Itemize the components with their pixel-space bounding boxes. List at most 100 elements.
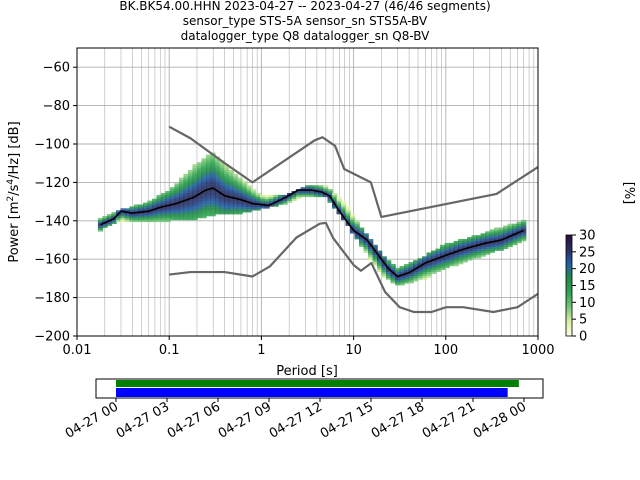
- density-cell: [219, 168, 225, 171]
- density-cell: [467, 256, 473, 259]
- density-cell: [449, 256, 455, 259]
- density-cell: [327, 198, 333, 201]
- density-cell: [444, 262, 450, 265]
- y-tick-label: −200: [34, 330, 70, 345]
- density-cell: [377, 269, 383, 272]
- density-cell: [503, 239, 509, 242]
- density-cell: [318, 189, 324, 192]
- density-cell: [458, 246, 464, 249]
- density-cell: [480, 233, 486, 236]
- density-cell: [214, 212, 221, 215]
- density-cell: [151, 212, 158, 215]
- density-cell: [174, 183, 180, 186]
- density-cell: [174, 216, 180, 219]
- density-cell: [192, 179, 198, 182]
- density-cell: [129, 217, 135, 221]
- density-cell: [336, 198, 342, 201]
- density-cell: [142, 212, 149, 215]
- density-cell: [165, 200, 171, 203]
- density-cell: [422, 260, 428, 263]
- density-cell: [160, 210, 167, 213]
- density-cell: [363, 244, 369, 248]
- density-cell: [187, 192, 194, 196]
- density-cell: [363, 250, 369, 253]
- density-cell: [210, 173, 216, 176]
- density-cell: [422, 275, 428, 278]
- density-cell: [192, 189, 198, 192]
- density-cell: [413, 260, 419, 263]
- density-cell: [399, 269, 405, 272]
- density-cell: [250, 206, 257, 209]
- chart-subtitle-sensor: sensor_type STS-5A sensor_sn STS5A-BV: [183, 14, 428, 28]
- density-cell: [377, 265, 383, 269]
- density-cell: [219, 187, 225, 190]
- density-cell: [512, 239, 518, 242]
- density-cell: [255, 208, 261, 211]
- x-axis-label: Period [s]: [276, 364, 338, 379]
- density-cell: [332, 196, 338, 200]
- density-cell: [183, 206, 189, 209]
- density-cell: [250, 208, 257, 211]
- density-cell: [228, 208, 234, 211]
- density-cell: [187, 202, 194, 205]
- density-cell: [192, 192, 198, 196]
- density-cell: [210, 200, 216, 203]
- density-cell: [187, 212, 194, 215]
- density-cell: [521, 237, 527, 240]
- density-cell: [255, 194, 261, 198]
- density-cell: [480, 235, 486, 238]
- density-cell: [205, 160, 212, 163]
- colorbar-tick-label: 20: [579, 262, 596, 277]
- density-cell: [196, 183, 203, 186]
- density-cell: [210, 169, 216, 173]
- density-cell: [228, 189, 234, 192]
- density-cell: [323, 185, 329, 188]
- density-cell: [467, 242, 473, 246]
- density-cell: [395, 273, 401, 276]
- density-cell: [363, 235, 369, 238]
- density-cell: [476, 240, 482, 244]
- density-cell: [381, 269, 387, 272]
- density-cell: [160, 216, 167, 219]
- density-cell: [219, 169, 225, 173]
- density-cell: [102, 223, 108, 226]
- density-cell: [138, 204, 144, 207]
- density-cell: [196, 171, 203, 175]
- density-cell: [111, 214, 117, 217]
- density-cell: [426, 264, 432, 267]
- density-cell: [440, 252, 446, 255]
- density-cell: [214, 206, 221, 209]
- density-cell: [178, 192, 185, 196]
- density-cell: [444, 260, 450, 263]
- density-cell: [196, 187, 203, 190]
- x-tick-label: 100: [433, 343, 458, 358]
- density-cell: [196, 166, 203, 169]
- y-axis-label: Power [m2/s4/Hz] [dB]: [6, 121, 22, 262]
- density-cell: [413, 265, 419, 269]
- density-cell: [390, 267, 396, 271]
- density-cell: [273, 196, 279, 200]
- density-cell: [390, 269, 396, 272]
- density-cell: [178, 179, 185, 182]
- density-cell: [341, 200, 347, 203]
- density-cell: [291, 192, 297, 196]
- density-cell: [97, 219, 104, 223]
- density-cell: [404, 265, 410, 269]
- density-cell: [350, 231, 356, 234]
- density-cell: [467, 258, 473, 261]
- density-cell: [106, 217, 113, 221]
- density-cell: [237, 200, 243, 203]
- density-cell: [178, 204, 185, 207]
- density-cell: [422, 271, 428, 274]
- density-cell: [404, 277, 410, 280]
- density-cell: [440, 248, 446, 251]
- density-cell: [413, 279, 419, 282]
- density-cell: [471, 250, 477, 253]
- density-cell: [498, 240, 504, 244]
- density-cell: [341, 212, 347, 215]
- density-cell: [462, 254, 468, 257]
- noise-model-low-line: [169, 221, 539, 314]
- timeline-tick-label: 04-27 09: [216, 399, 274, 441]
- density-cell: [151, 206, 158, 209]
